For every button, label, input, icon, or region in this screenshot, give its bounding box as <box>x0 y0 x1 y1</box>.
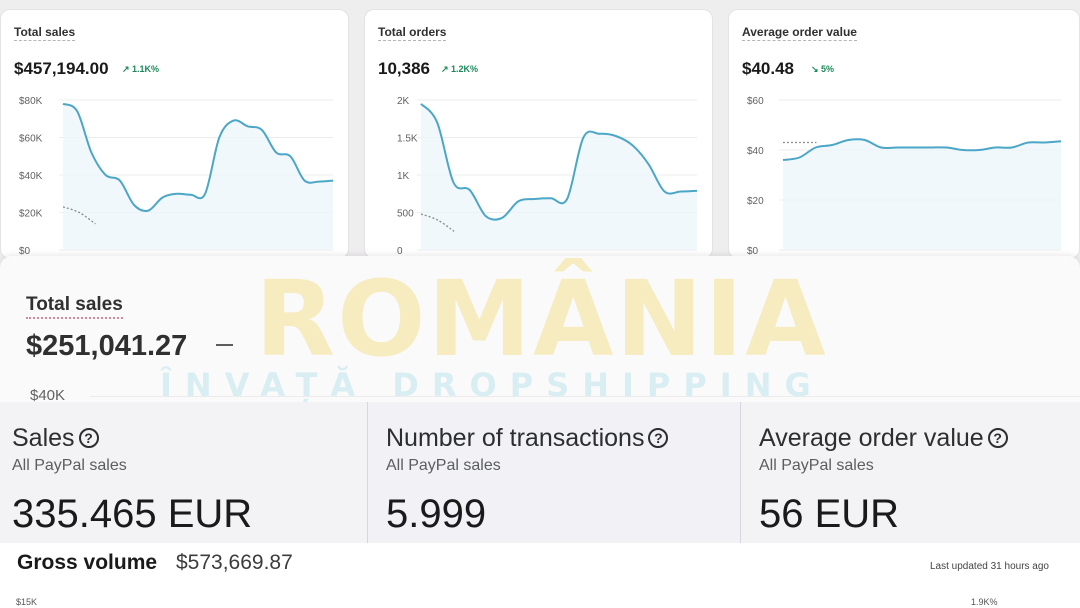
total-sales-chart: $80K $60K $40K $20K $0 <box>19 96 334 257</box>
series-area <box>783 139 1061 250</box>
y-tick-label: $40K <box>19 171 43 182</box>
tile-label: Average order value? <box>759 424 1008 453</box>
y-tick-label: $20 <box>747 196 764 207</box>
comparison-line <box>62 206 96 225</box>
tile-subtitle: All PayPal sales <box>386 457 501 474</box>
y-tick-label: $80K <box>19 96 43 107</box>
tile-label-text: Average order value <box>759 424 984 452</box>
comparison-line <box>420 213 455 232</box>
card-delta-badge: ↘ 5% <box>811 64 835 74</box>
paypal-sales-tile: Sales? All PayPal sales 335.465 EUR <box>0 402 367 543</box>
series-line <box>62 102 334 212</box>
y-tick-label: $0 <box>747 246 759 257</box>
last-updated-text: Last updated 31 hours ago <box>930 561 1049 572</box>
series-area <box>63 103 333 250</box>
tile-value: 56 EUR <box>759 492 900 536</box>
watermark-subtitle: ÎNVAȚĂ DROPSHIPPING <box>160 366 824 404</box>
y-tick-label: $20K <box>19 209 43 220</box>
tile-subtitle: All PayPal sales <box>759 457 874 474</box>
tile-label-text: Number of transactions <box>386 424 645 452</box>
gross-volume-value: $573,669.87 <box>176 551 293 574</box>
panel-title[interactable]: Total sales <box>26 294 123 319</box>
tile-label: Sales? <box>12 424 99 453</box>
tile-label-text: Sales <box>12 424 75 452</box>
gross-volume-title: Gross volume <box>17 551 158 574</box>
dash-indicator <box>216 344 233 346</box>
y-tick-label: $60 <box>747 96 764 107</box>
gridline <box>90 396 1080 397</box>
card-delta-badge: ↗ 1.2K% <box>441 64 479 74</box>
tile-value: 335.465 EUR <box>12 492 253 536</box>
total-sales-card[interactable]: Total sales $457,194.00 ↗ 1.1K% $80K $60K… <box>0 9 349 259</box>
card-value: $457,194.00 <box>14 59 109 78</box>
help-icon[interactable]: ? <box>648 428 669 448</box>
card-value: $40.48 <box>742 59 794 78</box>
y-tick-label: 500 <box>397 209 414 220</box>
y-tick-label: 0 <box>397 246 403 257</box>
help-icon[interactable]: ? <box>78 428 99 448</box>
tile-label: Number of transactions? <box>386 424 669 453</box>
total-orders-card[interactable]: Total orders 10,386 ↗ 1.2K% 2K 1.5K 1K 500 0 <box>364 9 713 259</box>
y-tick-label: 2K <box>397 96 410 107</box>
gross-volume-panel: Gross volume $573,669.87 Last updated 31… <box>0 543 1080 608</box>
divider <box>740 402 741 543</box>
card-title[interactable]: Total sales <box>14 25 76 41</box>
tile-value: 5.999 <box>386 492 487 536</box>
y-tick-label: 1.5K <box>397 134 418 145</box>
paypal-average-order-tile: Average order value? All PayPal sales 56… <box>741 402 1080 543</box>
tile-subtitle: All PayPal sales <box>12 457 127 474</box>
card-delta-badge: ↗ 1.1K% <box>122 64 160 74</box>
average-order-value-chart: $60 $40 $20 $0 <box>747 96 1062 257</box>
panel-value: $251,041.27 <box>26 330 188 362</box>
average-order-value-card[interactable]: Average order value $40.48 ↘ 5% $60 $40 $2… <box>728 9 1080 259</box>
card-title[interactable]: Average order value <box>742 25 857 41</box>
help-icon[interactable]: ? <box>987 428 1008 448</box>
total-sales-panel: Total sales $251,041.27 $40K <box>0 256 1080 404</box>
divider <box>367 402 368 543</box>
series-line <box>782 138 1062 161</box>
card-value: 10,386 <box>378 59 430 78</box>
y-tick-label: $60K <box>19 134 43 145</box>
series-line <box>420 103 698 221</box>
watermark-title: ROMÂNIA <box>255 258 828 380</box>
gross-volume-percent: 1.9K% <box>971 597 998 607</box>
card-title[interactable]: Total orders <box>378 25 447 41</box>
series-area <box>421 103 697 250</box>
y-tick-label: 1K <box>397 171 410 182</box>
paypal-transactions-tile: Number of transactions? All PayPal sales… <box>368 402 740 543</box>
gross-volume-y-tick: $15K <box>16 597 38 607</box>
y-tick-label: $40 <box>747 146 764 157</box>
total-orders-chart: 2K 1.5K 1K 500 0 <box>397 96 698 257</box>
y-tick-label: $0 <box>19 246 31 257</box>
panel-y-tick: $40K <box>30 387 66 404</box>
